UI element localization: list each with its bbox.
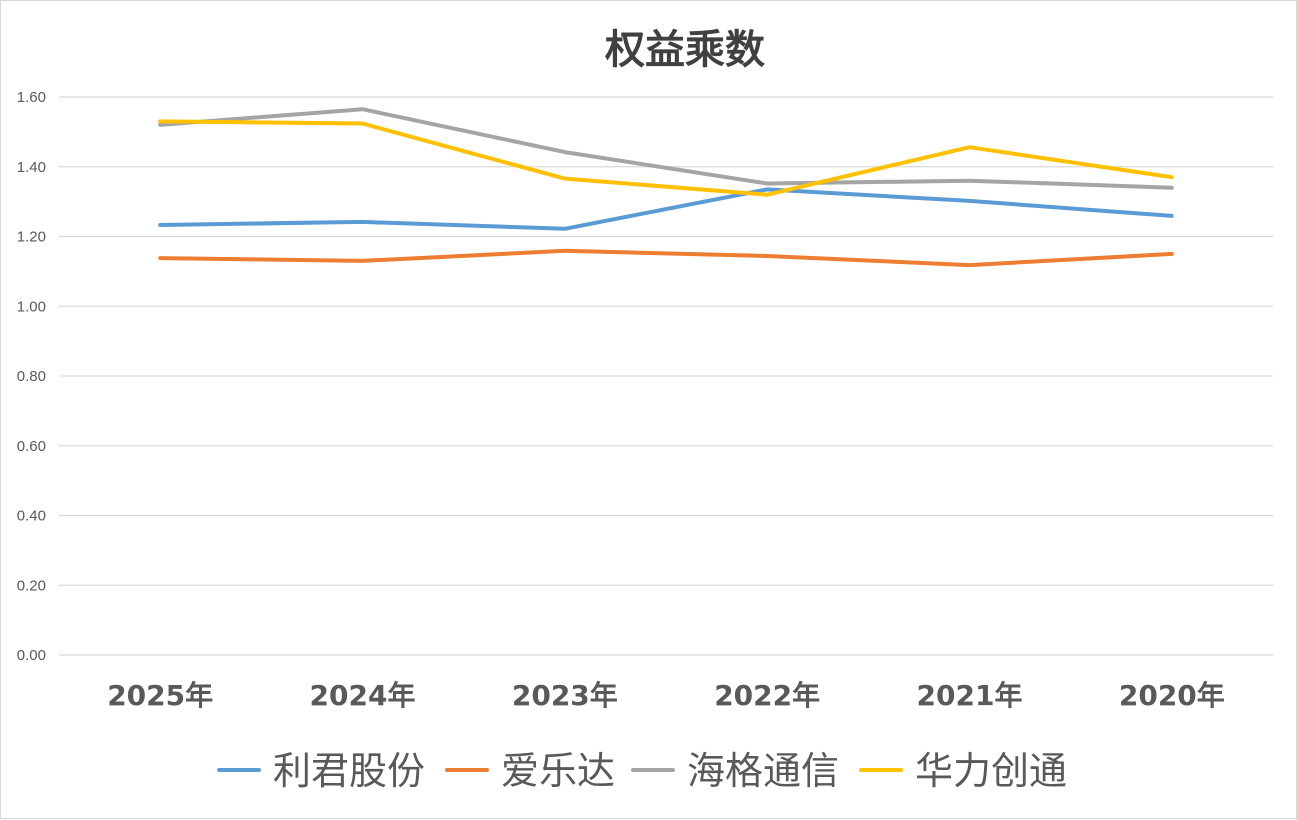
y-tick-label: 0.60	[17, 438, 46, 455]
y-tick-label: 1.20	[17, 229, 46, 246]
chart-title: 权益乘数	[604, 26, 765, 73]
y-tick-label: 0.80	[17, 368, 46, 385]
y-tick-label: 0.20	[17, 577, 46, 594]
legend-label: 海格通信	[687, 749, 839, 793]
series-line-0	[158, 187, 1174, 231]
series-line-2	[158, 107, 1174, 190]
x-tick-label: 2024年	[310, 679, 416, 712]
series-line-1	[158, 248, 1174, 268]
legend-item: 华力创通	[859, 749, 1067, 793]
y-tick-label: 0.00	[17, 647, 46, 664]
y-tick-label: 0.40	[17, 508, 46, 525]
legend-item: 海格通信	[631, 749, 839, 793]
grid	[59, 96, 1273, 656]
x-tick-label: 2021年	[917, 679, 1023, 712]
y-axis-ticks: 0.00 0.20 0.40 0.60 0.80 1.00 1.20 1.40 1.60	[17, 89, 46, 664]
x-tick-label: 2023年	[512, 679, 618, 712]
x-axis-ticks: 2025年 2024年 2023年 2022年 2021年 2020年	[107, 679, 1225, 712]
y-tick-label: 1.60	[17, 89, 46, 106]
x-tick-label: 2022年	[714, 679, 820, 712]
legend-label: 爱乐达	[501, 749, 615, 793]
y-tick-label: 1.40	[17, 159, 46, 176]
legend-label: 利君股份	[273, 749, 425, 793]
legend-item: 爱乐达	[445, 749, 615, 793]
legend-item: 利君股份	[217, 749, 425, 793]
x-tick-label: 2020年	[1119, 679, 1225, 712]
legend: 利君股份 爱乐达 海格通信 华力创通	[217, 749, 1067, 793]
series-lines	[158, 107, 1174, 268]
legend-label: 华力创通	[915, 749, 1067, 793]
x-tick-label: 2025年	[107, 679, 213, 712]
series-line-3	[158, 119, 1174, 197]
y-tick-label: 1.00	[17, 298, 46, 315]
